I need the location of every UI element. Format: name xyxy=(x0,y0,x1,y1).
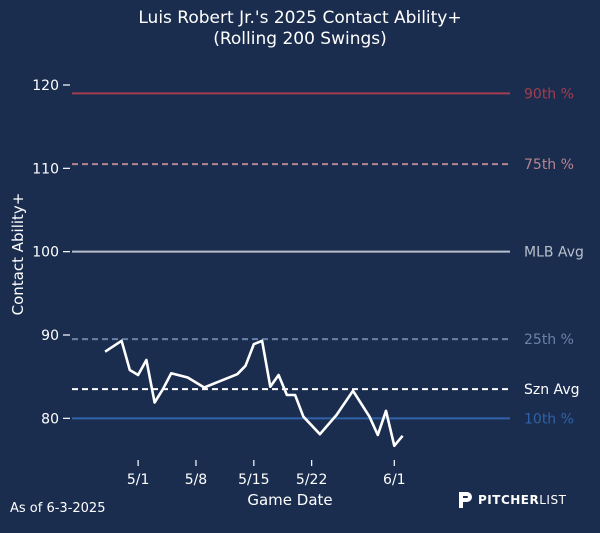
reference-label-0: 90th % xyxy=(524,86,574,102)
y-tick-label-1: 90 xyxy=(41,328,59,344)
pitcherlist-logo-text: PITCHERLIST xyxy=(478,493,567,507)
reference-label-1: 75th % xyxy=(524,157,574,173)
x-axis-label: Game Date xyxy=(247,491,332,509)
pitcherlist-logo-icon xyxy=(459,492,472,508)
chart-title: Luis Robert Jr.'s 2025 Contact Ability+ xyxy=(138,8,462,28)
chart-subtitle: (Rolling 200 Swings) xyxy=(213,29,387,49)
reference-label-4: Szn Avg xyxy=(524,382,580,398)
y-tick-label-2: 100 xyxy=(32,245,59,261)
x-tick-label-3: 5/22 xyxy=(296,472,327,488)
y-axis-label: Contact Ability+ xyxy=(9,193,27,316)
y-tick-label-3: 110 xyxy=(32,161,59,177)
reference-label-5: 10th % xyxy=(524,411,574,427)
x-tick-label-0: 5/1 xyxy=(127,472,150,488)
as-of-date: As of 6-3-2025 xyxy=(10,501,106,516)
y-tick-label-4: 120 xyxy=(32,78,59,94)
series-line-0 xyxy=(104,339,404,448)
pitcherlist-logo: PITCHERLIST xyxy=(456,490,566,510)
reference-label-2: MLB Avg xyxy=(524,245,584,261)
x-tick-label-4: 6/1 xyxy=(383,472,406,488)
x-tick-label-2: 5/15 xyxy=(238,472,269,488)
y-tick-label-0: 80 xyxy=(41,411,59,427)
x-tick-label-1: 5/8 xyxy=(185,472,208,488)
reference-label-3: 25th % xyxy=(524,332,574,348)
